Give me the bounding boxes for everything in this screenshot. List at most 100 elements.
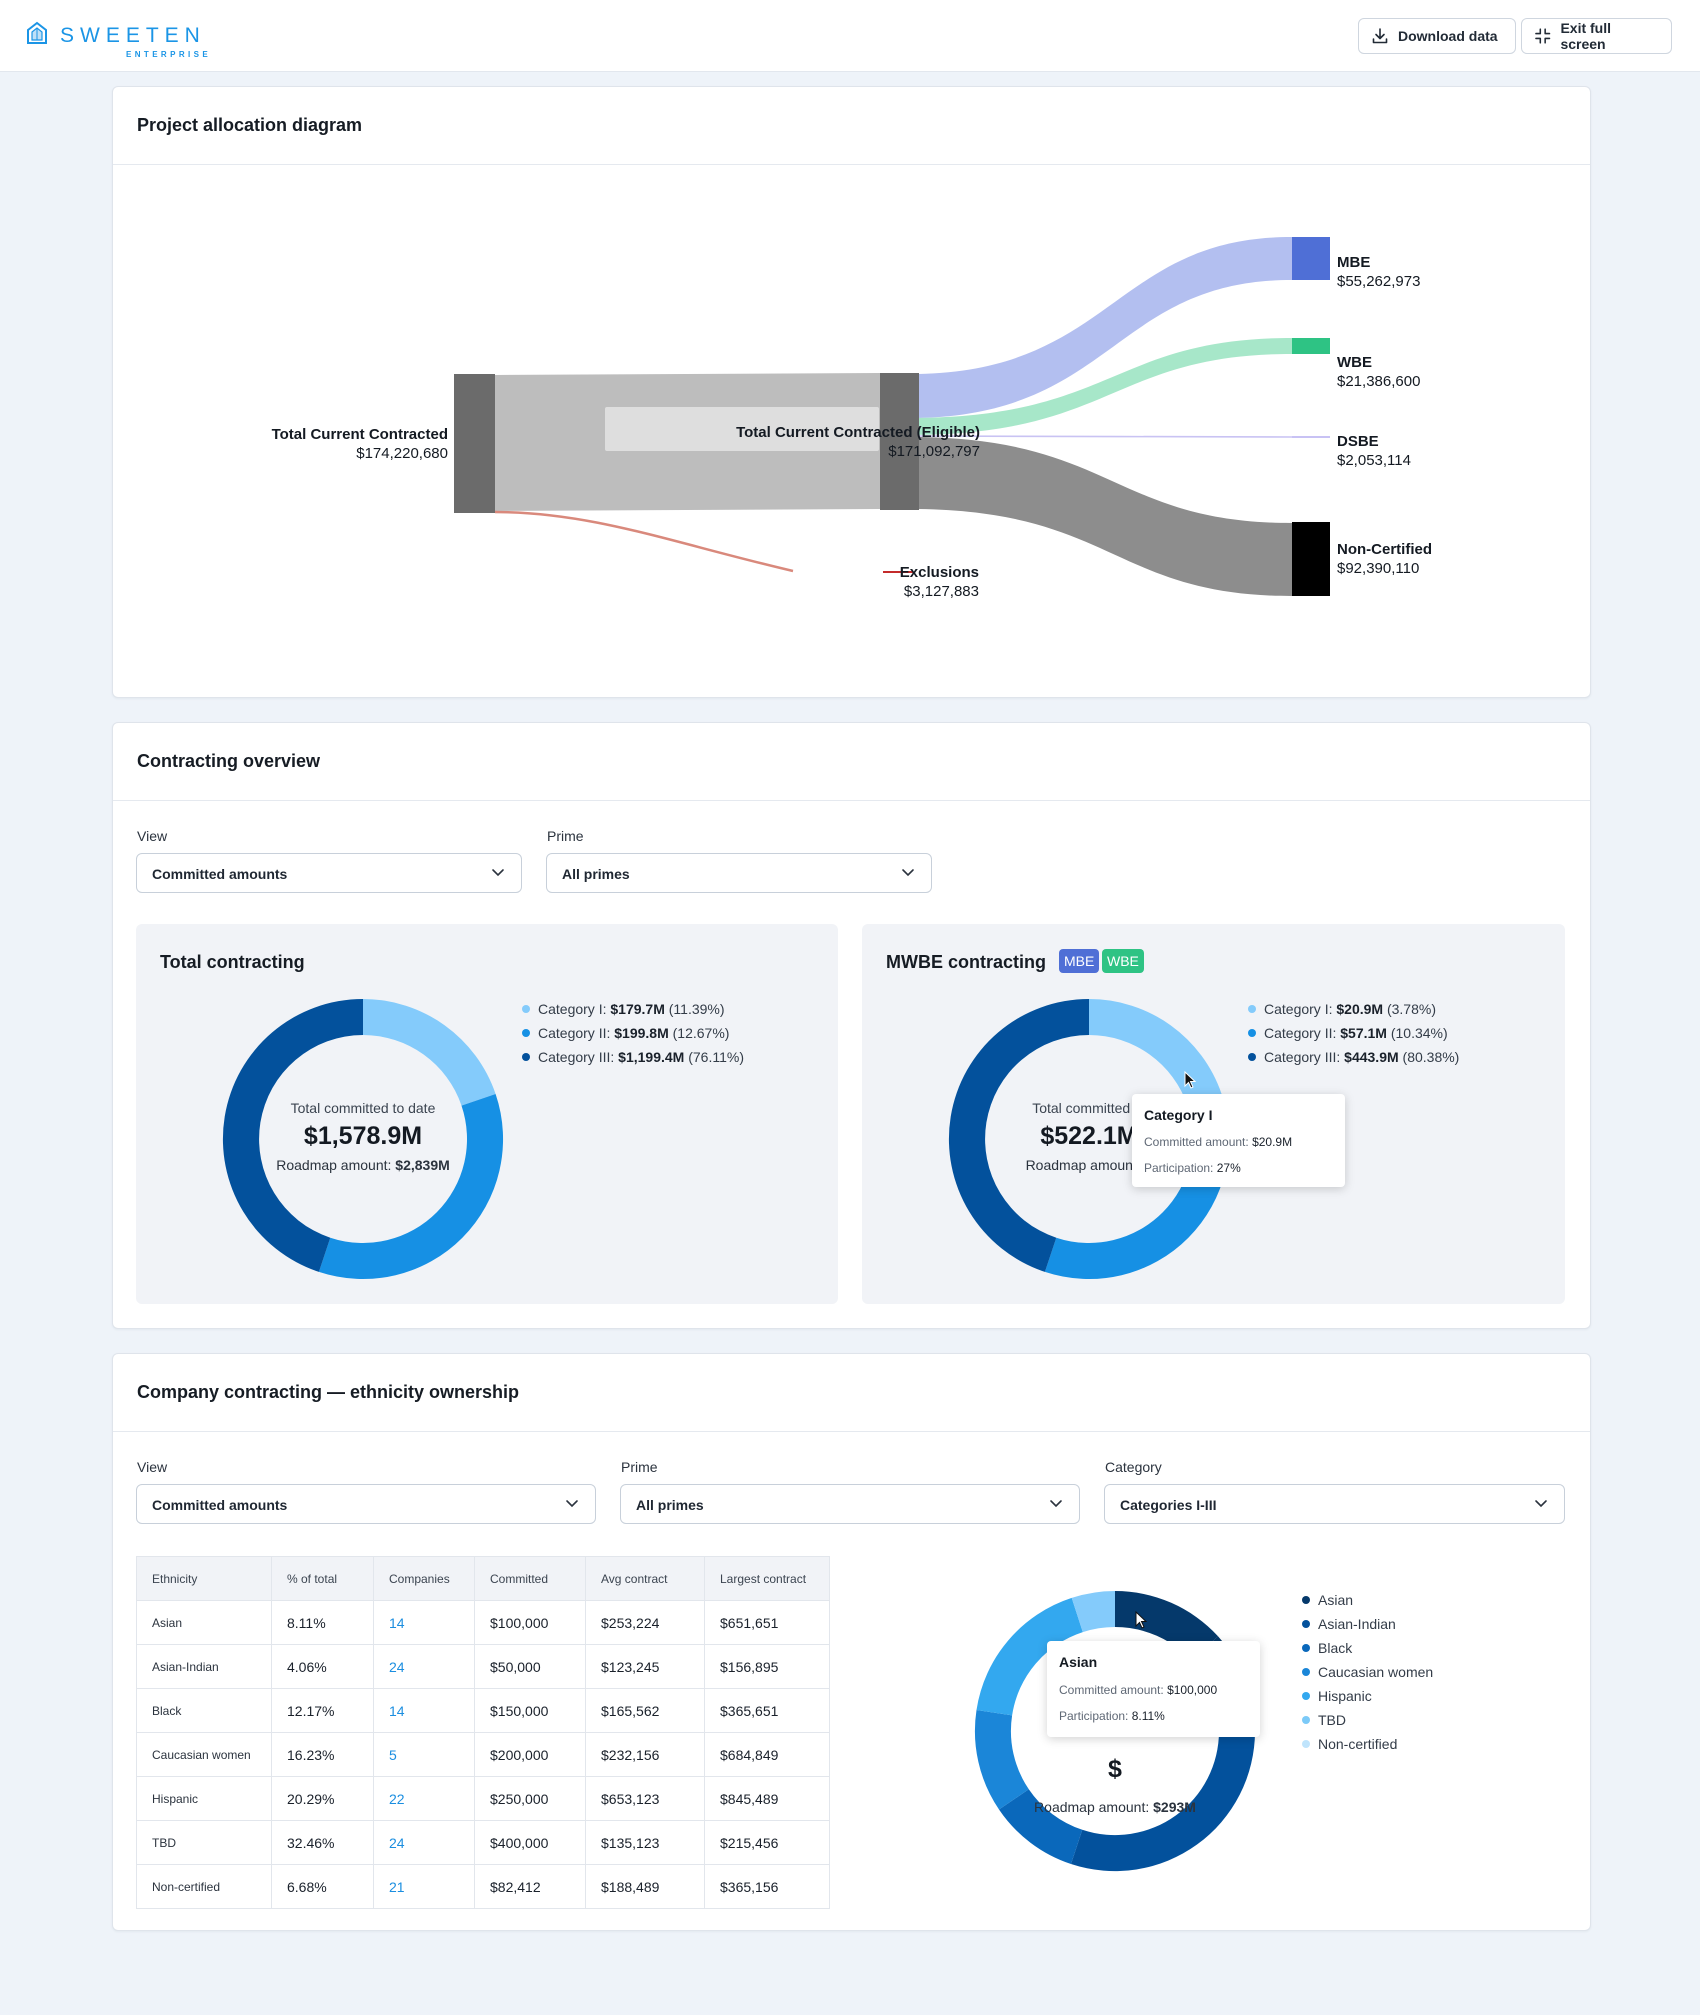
cell-companies-link[interactable]: 21 — [373, 1864, 475, 1909]
legend-dot — [1302, 1692, 1310, 1700]
donut-total-category-iii[interactable] — [222, 999, 363, 1272]
column-header[interactable]: Companies — [373, 1556, 475, 1601]
total-donut-center: Total committed to date $1,578.9M Roadma… — [218, 1100, 508, 1173]
node-eligible[interactable] — [880, 373, 919, 510]
exit-full-screen-button[interactable]: Exit full screen — [1521, 18, 1672, 54]
ethnicity-view-select[interactable]: Committed amounts — [136, 1484, 596, 1524]
cell-companies-link[interactable]: 22 — [373, 1776, 475, 1821]
download-data-button[interactable]: Download data — [1358, 18, 1516, 54]
cell-companies-link[interactable]: 14 — [373, 1688, 475, 1733]
mwbe-roadmap-label: Roadmap amount: — [1025, 1157, 1141, 1173]
donut-mwbe-category-ii[interactable] — [1044, 1094, 1230, 1280]
cell-percent: 4.06% — [271, 1644, 374, 1689]
label-total-name: Total Current Contracted — [271, 426, 448, 443]
donut-mwbe-category-i[interactable] — [1089, 999, 1222, 1106]
cell-percent: 32.46% — [271, 1820, 374, 1865]
cell-percent: 6.68% — [271, 1864, 374, 1909]
cell-ethnicity: TBD — [136, 1820, 272, 1865]
label-exclusions-name: Exclusions — [899, 564, 979, 581]
legend-dot — [522, 1005, 530, 1013]
label-total: Total Current Contracted $174,220,680 — [113, 425, 448, 463]
label-exclusions: Exclusions $3,127,883 — [773, 563, 979, 601]
overview-view-value: Committed amounts — [152, 866, 288, 882]
overview-prime-label: Prime — [547, 828, 584, 844]
tooltip-label: Participation: — [1144, 1161, 1214, 1175]
flow-eligible-to-mbe[interactable] — [910, 237, 1292, 418]
donut-mwbe-category-iii[interactable] — [948, 999, 1089, 1272]
legend-dot — [1302, 1596, 1310, 1604]
donut-total-category-ii[interactable] — [318, 1094, 504, 1280]
ethnicity-roadmap-value: $293M — [1153, 1799, 1196, 1815]
ethnicity-title: Company contracting — ethnicity ownershi… — [137, 1382, 520, 1402]
chevron-down-icon — [902, 869, 914, 877]
column-header[interactable]: Committed — [474, 1556, 586, 1601]
legend-dot — [1302, 1644, 1310, 1652]
legend-pct: (11.39%) — [668, 1001, 725, 1017]
cell-largest-contract: $845,489 — [704, 1776, 830, 1821]
cell-companies-link[interactable]: 24 — [373, 1644, 475, 1689]
node-mbe[interactable] — [1292, 237, 1330, 280]
column-header[interactable]: Avg contract — [585, 1556, 705, 1601]
donut-ethnicity-hispanic[interactable] — [974, 1710, 1029, 1810]
node-total-current-contracted[interactable] — [454, 374, 495, 513]
label-noncertified-value: $92,390,110 — [1337, 560, 1420, 577]
cell-largest-contract: $365,156 — [720, 1878, 779, 1895]
label-wbe: WBE $21,386,600 — [1337, 353, 1420, 391]
donut-ethnicity-black[interactable] — [1071, 1731, 1255, 1872]
cell-companies-link[interactable]: 24 — [373, 1820, 475, 1865]
mwbe-tooltip-title: Category I — [1144, 1107, 1213, 1123]
label-eligible: Total Current Contracted (Eligible) $171… — [593, 423, 980, 461]
table-row: TBD 32.46% 24 $400,000 $135,123 $215,456 — [136, 1820, 830, 1865]
cell-avg-contract: $135,123 — [585, 1820, 705, 1865]
cell-committed: $50,000 — [474, 1644, 586, 1689]
total-roadmap-value: $2,839M — [395, 1157, 450, 1173]
mbe-badge: MBE — [1059, 949, 1100, 973]
ethnicity-legend-asian-indian: Asian-Indian — [1302, 1616, 1396, 1632]
legend-amount: $57.1M — [1340, 1025, 1387, 1041]
flow-eligible-to-noncertified[interactable] — [910, 437, 1292, 596]
legend-pct: (76.11%) — [688, 1049, 744, 1065]
column-header[interactable]: Ethnicity — [136, 1556, 272, 1601]
column-header[interactable]: % of total — [271, 1556, 374, 1601]
chevron-down-icon — [1050, 1500, 1062, 1508]
flow-total-to-exclusions[interactable] — [494, 510, 794, 573]
column-header[interactable]: Largest contract — [704, 1556, 830, 1601]
table-row: Black 12.17% 14 $150,000 $165,562 $365,6… — [136, 1688, 830, 1733]
donut-ethnicity-caucasian-women[interactable] — [999, 1789, 1083, 1864]
overview-card-header: Contracting overview — [113, 723, 1590, 801]
cell-companies-link[interactable]: 14 — [373, 1600, 475, 1645]
legend-dot — [1248, 1029, 1256, 1037]
cell-largest-contract: $156,895 — [704, 1644, 830, 1689]
overview-view-select[interactable]: Committed amounts — [136, 853, 522, 893]
tooltip-label: Committed amount: — [1059, 1683, 1164, 1697]
node-wbe[interactable] — [1292, 338, 1330, 354]
overview-prime-value: All primes — [562, 866, 630, 882]
donut-ethnicity-tbd[interactable] — [976, 1597, 1083, 1716]
node-noncertified[interactable] — [1292, 522, 1330, 596]
ethnicity-category-label: Category — [1105, 1459, 1162, 1475]
label-eligible-value: $171,092,797 — [888, 443, 980, 460]
mwbe-contracting-panel: MWBE contracting MBE WBE Total committed… — [862, 924, 1565, 1304]
donut-total-category-i[interactable] — [363, 999, 496, 1106]
ethnicity-roadmap-label: Roadmap amount: — [1034, 1799, 1150, 1815]
donut-ethnicity-noncertified[interactable] — [1071, 1591, 1115, 1633]
cell-companies-link[interactable]: 5 — [373, 1732, 475, 1777]
wbe-badge: WBE — [1102, 949, 1144, 973]
flow-eligible-to-dsbe[interactable] — [909, 435, 1293, 438]
ethnicity-prime-select[interactable]: All primes — [620, 1484, 1080, 1524]
mwbe-tooltip-participation: Participation: 27% — [1144, 1161, 1241, 1175]
ethnicity-legend-caucasian-women: Caucasian women — [1302, 1664, 1433, 1680]
cell-avg-contract: $253,224 — [585, 1600, 705, 1645]
legend-label: Asian — [1318, 1592, 1354, 1608]
flow-eligible-to-wbe[interactable] — [910, 338, 1292, 435]
legend-label: Asian-Indian — [1318, 1616, 1396, 1632]
label-dsbe: DSBE $2,053,114 — [1337, 432, 1411, 470]
total-legend-category-i: Category I: $179.7M (11.39%) — [522, 1001, 725, 1017]
ethnicity-category-select[interactable]: Categories I-III — [1104, 1484, 1565, 1524]
overview-prime-select[interactable]: All primes — [546, 853, 932, 893]
legend-dot — [1302, 1716, 1310, 1724]
legend-label: Hispanic — [1318, 1688, 1372, 1704]
allocation-title: Project allocation diagram — [137, 115, 363, 135]
ethnicity-tooltip-title: Asian — [1059, 1654, 1098, 1670]
legend-dot — [1248, 1005, 1256, 1013]
